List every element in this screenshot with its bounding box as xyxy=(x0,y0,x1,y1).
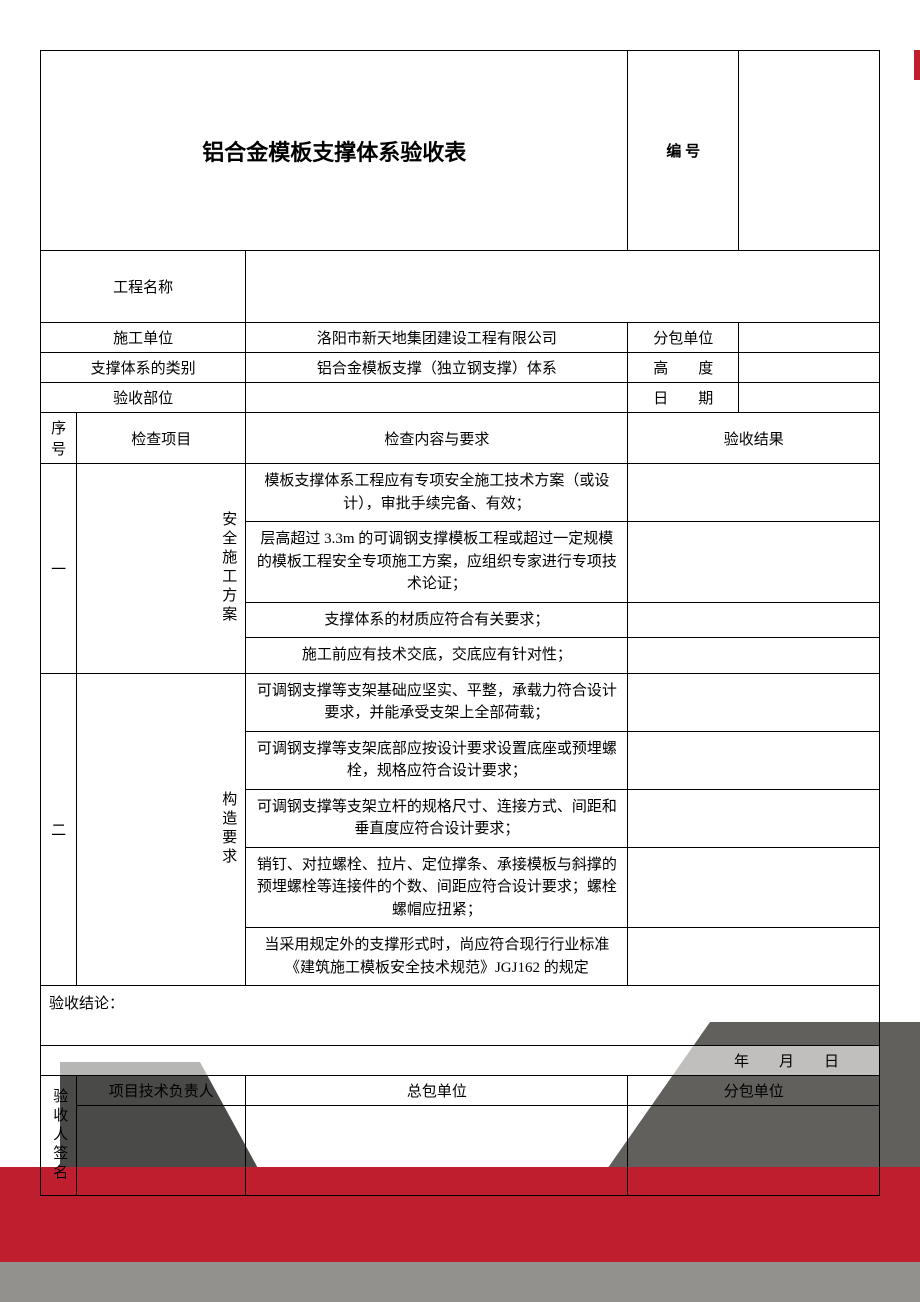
check-item-header: 检查项目 xyxy=(77,413,246,464)
construction-unit-value: 洛阳市新天地集团建设工程有限公司 xyxy=(246,323,628,353)
check-content: 可调钢支撑等支架底部应按设计要求设置底座或预埋螺栓，规格应符合设计要求； xyxy=(246,731,628,789)
check-content: 可调钢支撑等支架立杆的规格尺寸、连接方式、间距和垂直度应符合设计要求； xyxy=(246,789,628,847)
result-cell xyxy=(628,928,880,986)
check-content: 销钉、对拉螺栓、拉片、定位撑条、承接模板与斜撑的预埋螺栓等连接件的个数、间距应符… xyxy=(246,847,628,928)
height-value xyxy=(739,353,880,383)
acceptance-part-label: 验收部位 xyxy=(41,383,246,413)
check-content: 可调钢支撑等支架基础应坚实、平整，承载力符合设计要求，并能承受支架上全部荷载； xyxy=(246,673,628,731)
section-seq: 二 xyxy=(41,673,77,986)
document-page: 铝合金模板支撑体系验收表 编 号 工程名称 施工单位 洛阳市新天地集团建设工程有… xyxy=(0,0,920,1196)
result-cell xyxy=(628,673,880,731)
serial-number-label: 编 号 xyxy=(628,51,739,251)
conclusion-label: 验收结论： xyxy=(41,986,880,1046)
result-cell xyxy=(628,638,880,674)
date-line: 年 月 日 xyxy=(41,1046,880,1076)
project-name-value xyxy=(246,251,880,323)
result-cell xyxy=(628,789,880,847)
general-contractor-sign xyxy=(246,1106,628,1196)
signer-label: 验收人签名 xyxy=(41,1076,77,1196)
tech-leader-label: 项目技术负责人 xyxy=(77,1076,246,1106)
form-title: 铝合金模板支撑体系验收表 xyxy=(41,51,628,251)
subcontractor-label: 分包单位 xyxy=(628,323,739,353)
support-type-label: 支撑体系的类别 xyxy=(41,353,246,383)
sub-contractor-label: 分包单位 xyxy=(628,1076,880,1106)
seq-header: 序号 xyxy=(41,413,77,464)
result-cell xyxy=(628,464,880,522)
result-cell xyxy=(628,847,880,928)
section-category: 安全施工方案 xyxy=(77,464,246,674)
subcontractor-value xyxy=(739,323,880,353)
result-cell xyxy=(628,522,880,603)
height-label: 高 度 xyxy=(628,353,739,383)
acceptance-part-value xyxy=(246,383,628,413)
date-value xyxy=(739,383,880,413)
result-cell xyxy=(628,602,880,638)
date-label: 日 期 xyxy=(628,383,739,413)
acceptance-form-table: 铝合金模板支撑体系验收表 编 号 工程名称 施工单位 洛阳市新天地集团建设工程有… xyxy=(40,50,880,1196)
section-category: 构造要求 xyxy=(77,673,246,986)
result-header: 验收结果 xyxy=(628,413,880,464)
general-contractor-label: 总包单位 xyxy=(246,1076,628,1106)
check-content: 支撑体系的材质应符合有关要求； xyxy=(246,602,628,638)
section-seq: 一 xyxy=(41,464,77,674)
check-content: 层高超过 3.3m 的可调钢支撑模板工程或超过一定规模的模板工程安全专项施工方案… xyxy=(246,522,628,603)
support-type-value: 铝合金模板支撑（独立钢支撑）体系 xyxy=(246,353,628,383)
project-name-label: 工程名称 xyxy=(41,251,246,323)
check-content: 施工前应有技术交底，交底应有针对性； xyxy=(246,638,628,674)
sub-contractor-sign xyxy=(628,1106,880,1196)
construction-unit-label: 施工单位 xyxy=(41,323,246,353)
check-content: 模板支撑体系工程应有专项安全施工技术方案（或设计），审批手续完备、有效； xyxy=(246,464,628,522)
check-content: 当采用规定外的支撑形式时，尚应符合现行行业标准《建筑施工模板安全技术规范》JGJ… xyxy=(246,928,628,986)
tech-leader-sign xyxy=(77,1106,246,1196)
result-cell xyxy=(628,731,880,789)
check-content-header: 检查内容与要求 xyxy=(246,413,628,464)
serial-number-value xyxy=(739,51,880,251)
